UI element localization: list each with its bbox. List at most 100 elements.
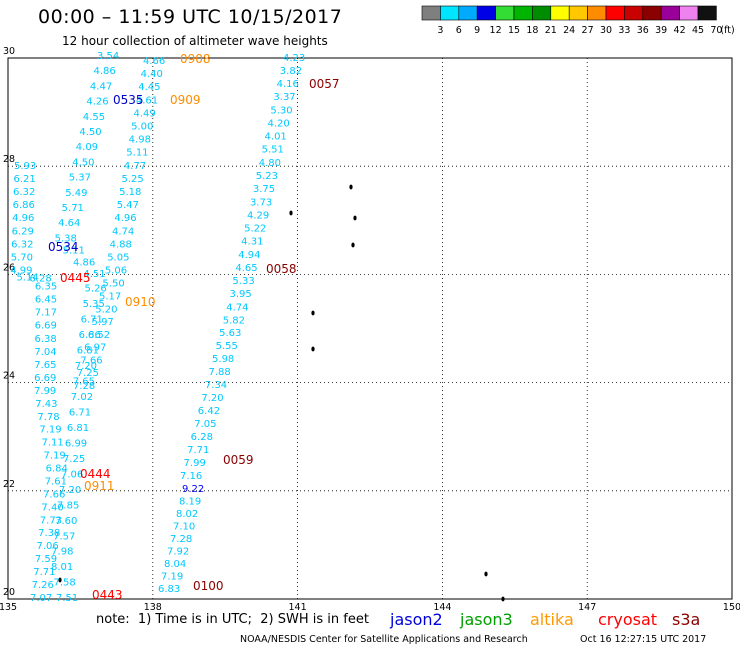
wave-height-value: 7.20: [201, 393, 223, 404]
wave-height-value: 5.00: [131, 121, 153, 132]
wave-height-value: 4.09: [76, 142, 98, 153]
colorbar-tick-label: 9: [474, 25, 480, 36]
credit-line: NOAA/NESDIS Center for Satellite Applica…: [240, 634, 528, 645]
wave-height-value: 7.10: [173, 522, 195, 533]
wave-height-value: 3.73: [250, 197, 272, 208]
wave-height-value: 6.52: [88, 330, 110, 341]
wave-height-value: 4.86: [93, 66, 115, 77]
island-mark: [289, 210, 293, 216]
longitude-tick-label: 141: [289, 602, 307, 612]
wave-height-value: 7.20: [59, 485, 81, 496]
wave-height-value: 7.06: [37, 541, 59, 552]
footnote: note: 1) Time is in UTC; 2) SWH is in fe…: [96, 612, 369, 627]
wave-height-value: 5.50: [102, 279, 124, 290]
wave-height-value: 4.47: [90, 81, 112, 92]
wave-height-value: 5.97: [92, 317, 114, 328]
page-title: 00:00 – 11:59 UTC 10/15/2017: [38, 6, 343, 28]
wave-height-value: 7.99: [184, 458, 206, 469]
wave-height-value: 7.20: [75, 361, 97, 372]
wave-height-value: 5.20: [95, 304, 117, 315]
colorbar-tick-label: 36: [637, 25, 649, 36]
colorbar-tick-label: 33: [618, 25, 630, 36]
latitude-tick-label: 20: [3, 587, 15, 598]
wave-height-value: 4.77: [124, 161, 146, 172]
colorbar-tick-label: 70: [710, 25, 722, 36]
wave-height-value: 7.17: [35, 308, 57, 319]
wave-height-value: 4.16: [277, 79, 299, 90]
wave-height-value: 7.26: [32, 580, 54, 591]
wave-height-value: 7.43: [35, 399, 57, 410]
wave-height-value: 4.31: [241, 237, 263, 248]
legend-jason3: jason3: [460, 610, 513, 629]
wave-height-value: 6.84: [46, 463, 68, 474]
wave-height-value: 5.25: [122, 174, 144, 185]
wave-height-value: 4.64: [58, 218, 80, 229]
wave-height-value: 7.02: [71, 392, 93, 403]
pass-time-label: 0057: [309, 77, 340, 91]
wave-height-value: 6.45: [35, 295, 57, 306]
wave-height-value: 7.25: [63, 454, 85, 465]
latitude-tick-label: 24: [3, 371, 15, 382]
wave-height-map: 135 138 141 144 147 150 20 22 24 26 28 30 5.93 6.21 6.…: [0, 46, 740, 612]
pass-time-label: 0059: [223, 453, 254, 467]
wave-height-value: 7.19: [39, 425, 61, 436]
pass-time-label: 0534: [48, 240, 79, 254]
wave-height-value: 6.97: [84, 343, 106, 354]
wave-height-value: 6.86: [79, 330, 101, 341]
pass-time-label: 0910: [125, 295, 156, 309]
wave-height-value: 7.16: [180, 471, 202, 482]
wave-height-value: 5.33: [232, 276, 254, 287]
legend-cryosat: cryosat: [598, 610, 658, 629]
wave-height-value: 6.81: [77, 345, 99, 356]
island-mark: [501, 596, 505, 602]
wave-height-value: 4.61: [136, 95, 158, 106]
wave-height-value: 7.19: [161, 572, 183, 583]
wave-height-value: 5.70: [11, 252, 33, 263]
wave-height-value: 7.88: [208, 367, 230, 378]
pass-time-label: 0443: [92, 588, 123, 602]
wave-height-value: 7.65: [34, 360, 56, 371]
pass-time-label: 0100: [193, 579, 224, 593]
wave-height-value: 3.54: [97, 51, 119, 62]
wave-height-value: 4.01: [265, 132, 287, 143]
wave-height-value: 5.23: [256, 171, 278, 182]
colorbar-tick-label: 6: [456, 25, 462, 36]
wave-height-value: 7.06: [61, 469, 83, 480]
colorbar-tick-label: 30: [600, 25, 612, 36]
wave-height-value: 5.47: [117, 200, 139, 211]
map-frame: [7, 57, 733, 600]
wave-height-value: 8.04: [164, 559, 186, 570]
wave-height-value: 5.11: [126, 148, 148, 159]
pass-time-label: 0908: [180, 52, 211, 66]
wave-height-value: 7.85: [57, 500, 79, 511]
wave-height-value: 4.55: [83, 112, 105, 123]
wave-height-value: 5.35: [83, 299, 105, 310]
wave-height-value: 7.73: [40, 515, 62, 526]
longitude-tick-label: 135: [0, 602, 17, 612]
wave-height-value: 4.23: [283, 53, 305, 64]
wave-height-value: 6.99: [65, 438, 87, 449]
wave-height-value: 5.49: [65, 188, 87, 199]
wave-height-value: 7.04: [34, 347, 56, 358]
wave-height-value: 4.94: [238, 250, 260, 261]
wave-height-value: 5.05: [107, 252, 129, 263]
wave-height-value: 7.98: [51, 547, 73, 558]
wave-height-value: 5.17: [99, 291, 121, 302]
wave-height-value: 4.49: [133, 108, 155, 119]
colorbar-tick-label: 42: [674, 25, 686, 36]
wave-height-value: 4.20: [267, 118, 289, 129]
wave-height-value: 3.75: [253, 184, 275, 195]
wave-height-value: 4.88: [110, 239, 132, 250]
latitude-tick-label: 30: [3, 46, 15, 57]
wave-height-value: 5.14: [16, 273, 38, 284]
wave-height-value: 6.38: [34, 334, 56, 345]
wave-height-value: 8.01: [51, 562, 73, 573]
pass-time-label: 0058: [266, 262, 297, 276]
island-mark: [353, 215, 357, 221]
wave-height-value: 7.92: [167, 547, 189, 558]
wave-height-value: 6.69: [34, 373, 56, 384]
wave-height-value: 6.28: [29, 274, 51, 285]
wave-height-value: 7.05: [194, 419, 216, 430]
wave-height-value: 7.65: [73, 376, 95, 387]
wave-height-value: 6.28: [191, 432, 213, 443]
